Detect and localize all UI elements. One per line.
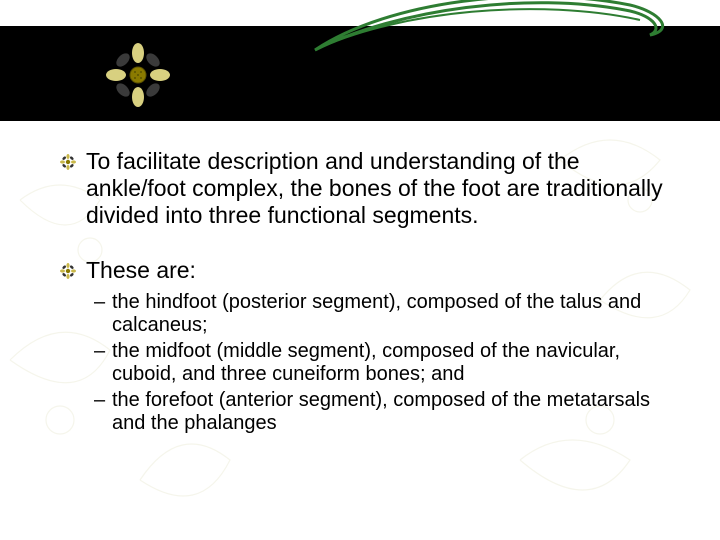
sub-bullet-text: the hindfoot (posterior segment), compos… xyxy=(112,291,670,338)
sub-bullet-item: – the midfoot (middle segment), composed… xyxy=(94,340,670,387)
bullet-item: To facilitate description and understand… xyxy=(60,148,670,229)
slide-content: To facilitate description and understand… xyxy=(60,148,670,438)
header-flower-icon xyxy=(106,43,170,107)
bullet-item: These are: xyxy=(60,257,670,284)
sub-bullet-list: – the hindfoot (posterior segment), comp… xyxy=(94,291,670,437)
sub-bullet-item: – the forefoot (anterior segment), compo… xyxy=(94,389,670,436)
dash-bullet-icon: – xyxy=(94,291,112,315)
bullet-text: To facilitate description and understand… xyxy=(86,148,670,229)
dash-bullet-icon: – xyxy=(94,340,112,364)
sub-bullet-text: the midfoot (middle segment), composed o… xyxy=(112,340,670,387)
sub-bullet-text: the forefoot (anterior segment), compose… xyxy=(112,389,670,436)
flower-bullet-icon xyxy=(60,154,76,170)
flower-bullet-icon xyxy=(60,263,76,279)
sub-bullet-item: – the hindfoot (posterior segment), comp… xyxy=(94,291,670,338)
dash-bullet-icon: – xyxy=(94,389,112,413)
bullet-text: These are: xyxy=(86,257,196,284)
